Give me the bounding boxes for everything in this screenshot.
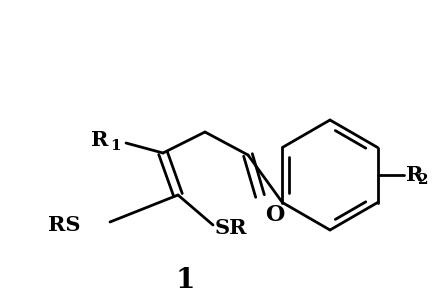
Text: SR: SR — [215, 218, 248, 238]
Text: R: R — [405, 165, 423, 185]
Text: 1: 1 — [175, 267, 195, 293]
Text: R: R — [91, 130, 108, 150]
Text: 2: 2 — [418, 173, 428, 187]
Text: RS: RS — [48, 215, 80, 235]
Text: 1: 1 — [110, 139, 121, 153]
Text: O: O — [265, 204, 284, 226]
